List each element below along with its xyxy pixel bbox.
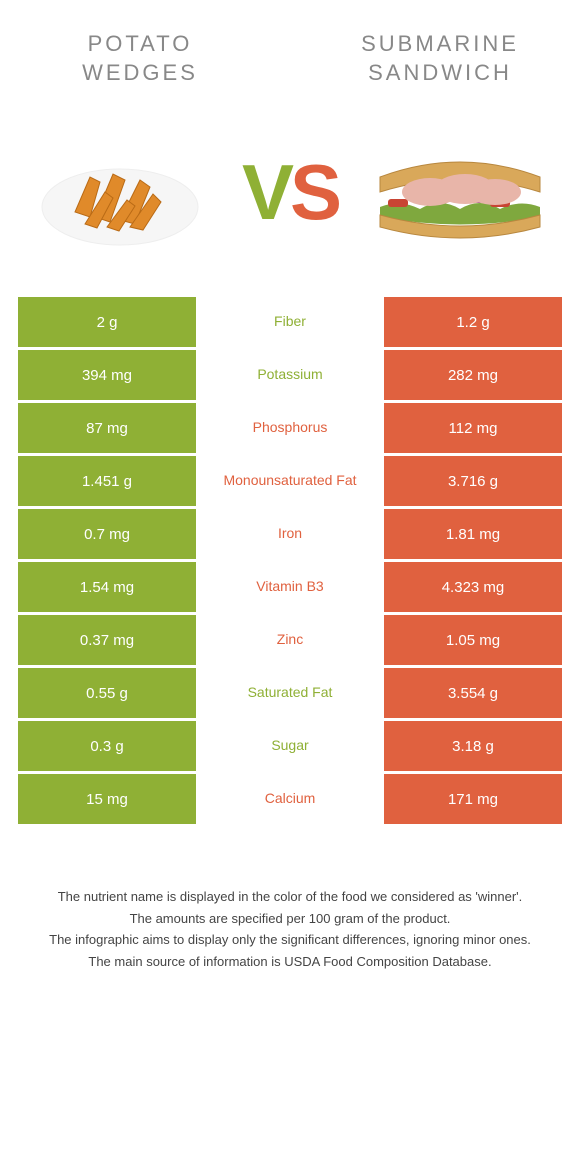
left-food-image	[30, 127, 210, 257]
nutrient-label: Fiber	[196, 297, 384, 347]
table-row: 2 gFiber1.2 g	[18, 297, 562, 347]
left-value: 15 mg	[18, 774, 196, 824]
right-value: 1.2 g	[384, 297, 562, 347]
nutrient-label: Zinc	[196, 615, 384, 665]
table-row: 15 mgCalcium171 mg	[18, 774, 562, 824]
right-value: 1.81 mg	[384, 509, 562, 559]
hero-row: VS	[0, 97, 580, 297]
footnotes: The nutrient name is displayed in the co…	[0, 827, 580, 1013]
left-value: 0.37 mg	[18, 615, 196, 665]
table-row: 0.7 mgIron1.81 mg	[18, 509, 562, 559]
right-value: 1.05 mg	[384, 615, 562, 665]
nutrient-label: Vitamin B3	[196, 562, 384, 612]
footnote-line: The nutrient name is displayed in the co…	[30, 887, 550, 907]
table-row: 87 mgPhosphorus112 mg	[18, 403, 562, 453]
right-value: 3.554 g	[384, 668, 562, 718]
comparison-table: 2 gFiber1.2 g394 mgPotassium282 mg87 mgP…	[0, 297, 580, 824]
left-title: POTATO WEDGES	[30, 30, 250, 87]
nutrient-label: Sugar	[196, 721, 384, 771]
footnote-line: The infographic aims to display only the…	[30, 930, 550, 950]
left-value: 87 mg	[18, 403, 196, 453]
right-value: 4.323 mg	[384, 562, 562, 612]
left-value: 1.451 g	[18, 456, 196, 506]
vs-label: VS	[242, 147, 338, 238]
right-value: 171 mg	[384, 774, 562, 824]
left-value: 2 g	[18, 297, 196, 347]
nutrient-label: Calcium	[196, 774, 384, 824]
right-value: 3.716 g	[384, 456, 562, 506]
nutrient-label: Potassium	[196, 350, 384, 400]
left-value: 1.54 mg	[18, 562, 196, 612]
left-value: 0.55 g	[18, 668, 196, 718]
right-value: 3.18 g	[384, 721, 562, 771]
left-value: 0.3 g	[18, 721, 196, 771]
table-row: 1.451 gMonounsaturated Fat3.716 g	[18, 456, 562, 506]
left-value: 394 mg	[18, 350, 196, 400]
footnote-line: The amounts are specified per 100 gram o…	[30, 909, 550, 929]
table-row: 394 mgPotassium282 mg	[18, 350, 562, 400]
right-value: 112 mg	[384, 403, 562, 453]
left-value: 0.7 mg	[18, 509, 196, 559]
right-value: 282 mg	[384, 350, 562, 400]
table-row: 0.3 gSugar3.18 g	[18, 721, 562, 771]
right-title: SUBMARINE SANDWICH	[330, 30, 550, 87]
nutrient-label: Saturated Fat	[196, 668, 384, 718]
table-row: 0.37 mgZinc1.05 mg	[18, 615, 562, 665]
right-food-image	[370, 127, 550, 257]
nutrient-label: Iron	[196, 509, 384, 559]
footnote-line: The main source of information is USDA F…	[30, 952, 550, 972]
nutrient-label: Phosphorus	[196, 403, 384, 453]
nutrient-label: Monounsaturated Fat	[196, 456, 384, 506]
titles-row: POTATO WEDGES SUBMARINE SANDWICH	[0, 0, 580, 97]
table-row: 1.54 mgVitamin B34.323 mg	[18, 562, 562, 612]
table-row: 0.55 gSaturated Fat3.554 g	[18, 668, 562, 718]
